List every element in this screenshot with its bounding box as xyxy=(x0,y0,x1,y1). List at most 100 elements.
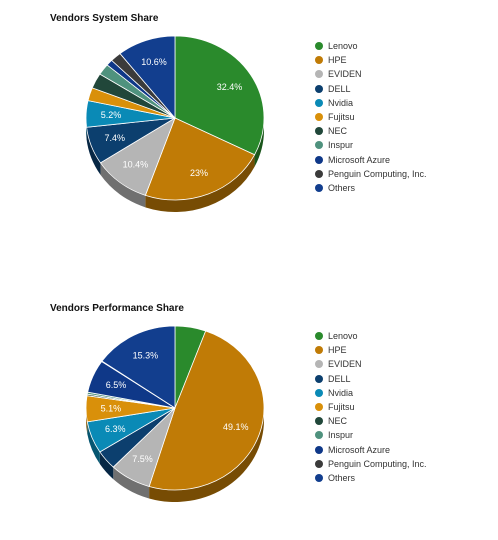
legend-swatch xyxy=(315,332,323,341)
legend-item: Lenovo xyxy=(315,39,427,53)
legend-item: Others xyxy=(315,471,427,485)
legend-label: Nvidia xyxy=(328,387,354,398)
data-label: 10.4% xyxy=(123,159,149,169)
legend-label: DELL xyxy=(328,83,351,94)
pie-slice-hpe xyxy=(144,117,256,201)
legend-label: Fujitsu xyxy=(328,112,355,123)
pie-slice-side-1 xyxy=(145,154,255,212)
pie-slice-side-3 xyxy=(99,451,114,480)
legend-swatch xyxy=(315,42,323,51)
pie-side-group xyxy=(86,408,264,502)
legend-label: EVIDEN xyxy=(328,359,362,370)
legend-label: HPE xyxy=(328,345,347,356)
legend-swatch xyxy=(315,113,323,122)
legend-swatch xyxy=(315,459,323,468)
legend-item: Penguin Computing, Inc. xyxy=(315,167,427,181)
legend-label: HPE xyxy=(328,55,347,66)
legend-swatch xyxy=(315,445,323,454)
data-label: 7.5% xyxy=(132,454,153,464)
legend-swatch xyxy=(315,56,323,65)
legend-swatch xyxy=(315,346,323,355)
legend-item: Inspur xyxy=(315,428,427,442)
legend-swatch xyxy=(315,403,323,412)
data-label: 49.1% xyxy=(223,422,249,432)
legend: Lenovo HPE EVIDEN DELL Nvidia Fujitsu NEC Inspu… xyxy=(315,329,427,485)
chart-panel-system-share: Vendors System Share 32.4% 23% 10.4% 7.4% 5.… xyxy=(0,0,498,250)
legend-item: Fujitsu xyxy=(315,400,427,414)
data-label: 5.2% xyxy=(101,110,122,120)
legend-label: Inspur xyxy=(328,140,354,151)
legend-swatch xyxy=(315,388,323,397)
chart-title: Vendors Performance Share xyxy=(50,303,184,314)
pie-chart: 49.1% 7.5% 6.3% 5.1% 6.5% 15.3% xyxy=(85,325,265,502)
legend-label: DELL xyxy=(328,373,351,384)
pie-slice-side-1 xyxy=(149,408,264,502)
legend-swatch xyxy=(315,98,323,107)
legend-item: NEC xyxy=(315,414,427,428)
chart-panel-performance-share: Vendors Performance Share 49.1% 7.5% 6.3% 5… xyxy=(0,290,498,540)
data-label: 10.6% xyxy=(141,57,167,67)
pie-slice-side-2 xyxy=(113,467,150,499)
legend-item: EVIDEN xyxy=(315,357,427,371)
legend-swatch xyxy=(315,374,323,383)
legend-item: DELL xyxy=(315,82,427,96)
chart-title: Vendors System Share xyxy=(50,13,159,24)
legend-label: Others xyxy=(328,182,356,193)
legend-item: EVIDEN xyxy=(315,67,427,81)
legend-item: Fujitsu xyxy=(315,110,427,124)
legend-item: HPE xyxy=(315,53,427,67)
legend-swatch xyxy=(315,431,323,440)
pie-labels-group: 32.4% 23% 10.4% 7.4% 5.2% 10.6% xyxy=(101,57,243,178)
legend: Lenovo HPE EVIDEN DELL Nvidia Fujitsu NEC Inspu… xyxy=(315,39,427,195)
legend-item: Nvidia xyxy=(315,96,427,110)
legend-swatch xyxy=(315,70,323,79)
legend-label: Lenovo xyxy=(328,331,358,342)
legend-swatch xyxy=(315,84,323,93)
legend-item: Microsoft Azure xyxy=(315,443,427,457)
legend-item: Inspur xyxy=(315,138,427,152)
legend-item: HPE xyxy=(315,343,427,357)
data-label: 32.4% xyxy=(217,82,243,92)
legend-label: Lenovo xyxy=(328,41,358,52)
legend-label: Penguin Computing, Inc. xyxy=(328,168,427,179)
pie-slice-side-0 xyxy=(254,118,264,167)
legend-label: Nvidia xyxy=(328,97,354,108)
legend-label: NEC xyxy=(328,416,348,427)
legend-label: EVIDEN xyxy=(328,69,362,80)
legend-swatch xyxy=(315,360,323,369)
legend-item: Microsoft Azure xyxy=(315,153,427,167)
legend-swatch xyxy=(315,473,323,482)
legend-swatch xyxy=(315,169,323,178)
pie-slice-others xyxy=(101,325,176,409)
data-label: 5.1% xyxy=(101,404,122,414)
legend-item: Others xyxy=(315,181,427,195)
legend-item: Penguin Computing, Inc. xyxy=(315,457,427,471)
pie-slice-others xyxy=(119,35,176,120)
pie-slice-lenovo xyxy=(174,35,265,156)
legend-label: Others xyxy=(328,472,356,483)
legend-swatch xyxy=(315,141,323,150)
data-label: 6.5% xyxy=(106,380,127,390)
legend-label: Microsoft Azure xyxy=(328,444,391,455)
legend-item: DELL xyxy=(315,372,427,386)
data-label: 7.4% xyxy=(104,133,125,143)
legend-label: Penguin Computing, Inc. xyxy=(328,458,427,469)
legend-swatch xyxy=(315,127,323,136)
pie-slice-side-5 xyxy=(86,408,88,434)
data-label: 23% xyxy=(190,168,208,178)
pie-slices-group xyxy=(85,35,265,201)
legend-label: Microsoft Azure xyxy=(328,154,391,165)
pie-slices-group xyxy=(85,325,265,491)
legend-item: Nvidia xyxy=(315,386,427,400)
pie-labels-group: 49.1% 7.5% 6.3% 5.1% 6.5% 15.3% xyxy=(101,351,249,464)
legend-swatch xyxy=(315,183,323,192)
legend-item: Lenovo xyxy=(315,329,427,343)
pie-slice-hpe xyxy=(148,330,265,491)
legend-label: NEC xyxy=(328,126,348,137)
pie-slice-side-4 xyxy=(87,421,100,464)
legend-swatch xyxy=(315,155,323,164)
data-label: 6.3% xyxy=(105,424,126,434)
legend-swatch xyxy=(315,417,323,426)
data-label: 15.3% xyxy=(133,351,159,361)
legend-label: Fujitsu xyxy=(328,402,355,413)
